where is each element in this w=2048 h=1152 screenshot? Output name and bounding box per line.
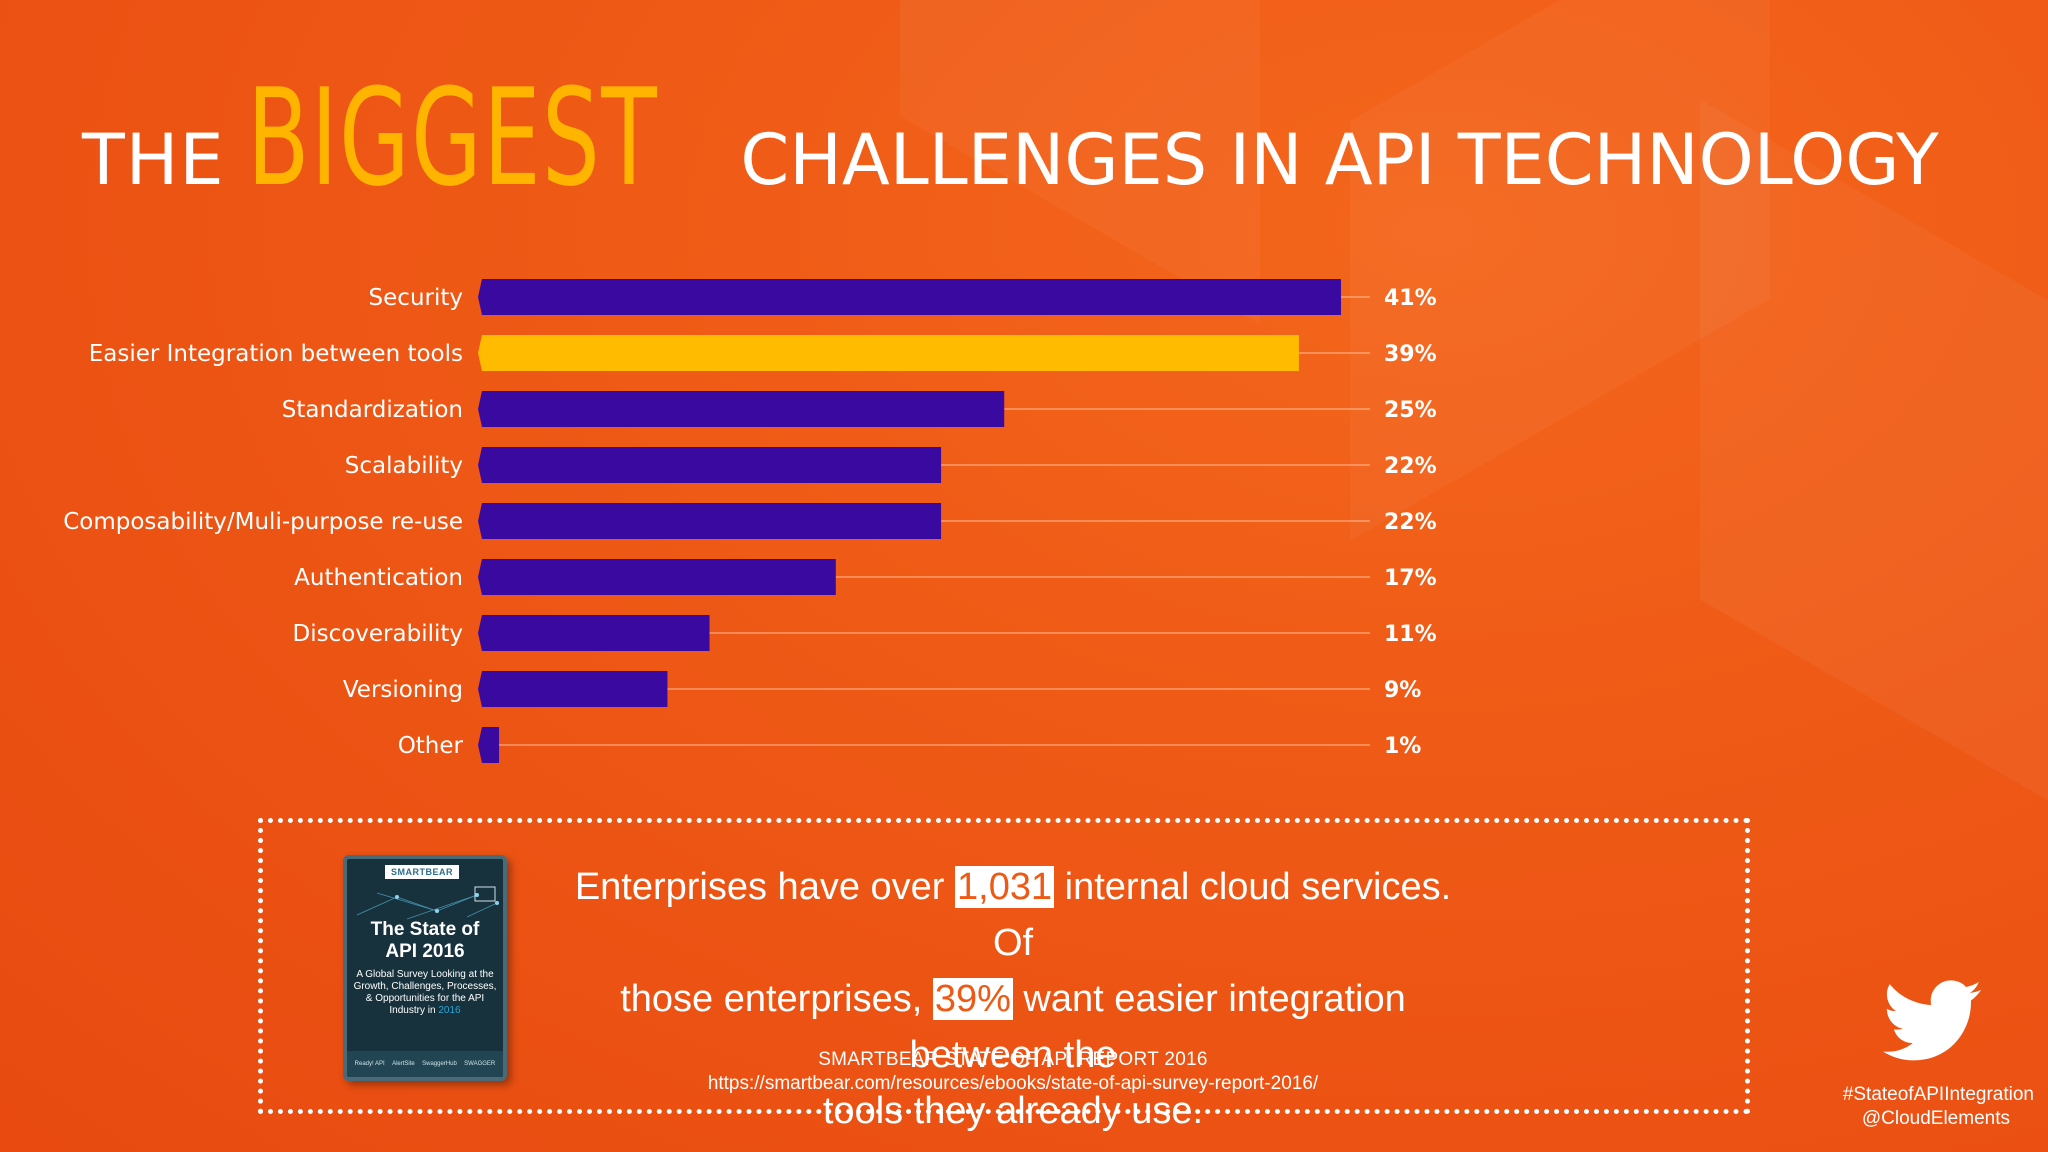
network-graphic-icon [356,886,499,920]
bar-security [478,279,1341,315]
info-line-2: those enterprises, 39% want easier integ… [553,971,1473,1083]
cover-year: 2016 [438,1005,461,1016]
info-text-segment: want easier integration between the [909,978,1406,1076]
cover-footer-item: AlertSite [392,1061,415,1067]
value-label: 25% [1384,398,1437,423]
category-label: Standardization [282,397,463,423]
category-label: Versioning [343,677,463,703]
cover-title-line2: API 2016 [385,941,465,962]
category-label: Authentication [294,565,463,591]
value-label: 9% [1384,678,1421,703]
value-label: 1% [1384,734,1421,759]
category-label: Security [369,285,463,311]
bar-chart: Security 41% Easier Integration between to… [63,279,1437,763]
report-cover-image: SMARTBEAR The State of API 2016 A Global… [343,855,507,1081]
category-label: Discoverability [292,621,463,647]
value-label: 22% [1384,510,1437,535]
category-label: Easier Integration between tools [89,341,463,367]
info-box: SMARTBEAR The State of API 2016 A Global… [258,818,1750,1132]
value-label: 11% [1384,622,1437,647]
value-label: 41% [1384,286,1437,311]
source-url[interactable]: https://smartbear.com/resources/ebooks/s… [707,1073,1319,1094]
twitter-bird-icon[interactable] [1882,980,1982,1062]
cover-logo: SMARTBEAR [385,865,459,879]
category-label: Scalability [345,453,463,479]
title-biggest: BIGGEST [246,60,658,216]
info-line-1: Enterprises have over 1,031 internal clo… [553,859,1473,971]
info-text-segment: those enterprises, [620,978,933,1020]
cover-footer-item: Ready! API [354,1061,385,1067]
bar-scalability [478,447,942,483]
cover-subtitle: A Global Survey Looking at the Growth, C… [353,969,497,1017]
bar-standardization [478,391,1005,427]
cover-title: The State of API 2016 [353,919,497,963]
bar-easier-integration-between-tools [478,335,1299,371]
cover-subtitle-text: A Global Survey Looking at the Growth, C… [353,969,497,1016]
bar-discoverability [478,615,710,651]
cover-footer-item: SWAGGER [464,1061,496,1067]
category-label: Composability/Muli-purpose re-use [63,509,463,535]
info-statement: Enterprises have over 1,031 internal clo… [553,859,1473,1139]
info-text-segment: Enterprises have over [574,866,955,908]
cover-footer-item: SwaggerHub [422,1061,457,1067]
title-rest: CHALLENGES IN API TECHNOLOGY [740,119,1939,201]
hashtag-text[interactable]: #StateofAPIIntegration [1842,1084,2034,1105]
bar-composability-muli-purpose-re-use [478,503,942,539]
twitter-handle[interactable]: @CloudElements [1861,1108,2010,1129]
page-title: THE BIGGEST CHALLENGES IN API TECHNOLOGY [82,60,1939,216]
info-line-3: tools they already use. [822,1090,1204,1132]
highlight-percent: 39% [932,978,1013,1020]
value-label: 22% [1384,454,1437,479]
cover-footer: Ready! API AlertSite SwaggerHub SWAGGER [347,1051,503,1077]
value-label: 39% [1384,342,1437,367]
bar-authentication [478,559,836,595]
info-text-segment: internal cloud services. Of [992,866,1452,964]
category-label: Other [398,733,464,759]
value-label: 17% [1384,566,1437,591]
title-the: THE [82,119,225,201]
bar-versioning [478,671,668,707]
highlight-count: 1,031 [955,866,1055,908]
bar-other [478,727,500,763]
cover-title-line1: The State of [370,919,480,940]
source-name: SMARTBEAR STATE OF API REPORT 2016 [818,1049,1208,1070]
